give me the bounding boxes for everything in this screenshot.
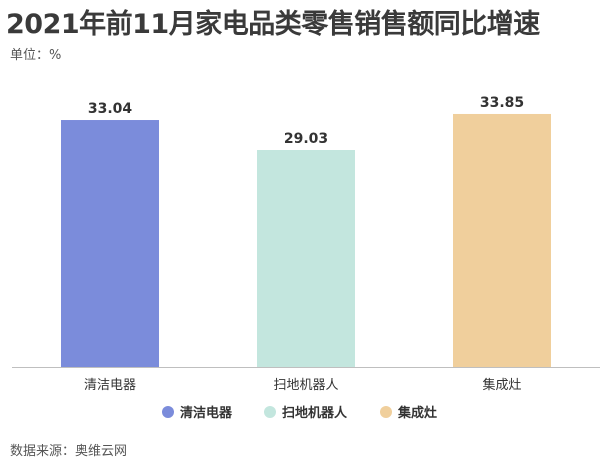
legend-label-2: 扫地机器人 xyxy=(282,405,348,421)
chart-title: 2021年前11月家电品类零售销售额同比增速 xyxy=(6,9,540,40)
tick-label-2: 扫地机器人 xyxy=(273,378,338,393)
tick-label-1: 清洁电器 xyxy=(84,378,136,393)
bar-2 xyxy=(257,150,355,367)
legend-item-1[interactable]: 清洁电器 xyxy=(162,405,233,421)
legend-label-1: 清洁电器 xyxy=(180,405,233,421)
tick-label-3: 集成灶 xyxy=(482,377,521,393)
value-label-3: 33.85 xyxy=(480,95,524,111)
unit-label: 单位：% xyxy=(10,48,62,63)
value-label-2: 29.03 xyxy=(284,131,328,147)
legend-item-3[interactable]: 集成灶 xyxy=(380,405,437,421)
legend-swatch-1 xyxy=(162,406,174,418)
legend-item-2[interactable]: 扫地机器人 xyxy=(264,405,348,421)
tick-labels-group: 清洁电器 扫地机器人 集成灶 xyxy=(84,377,522,393)
bar-1 xyxy=(61,120,159,367)
value-label-1: 33.04 xyxy=(88,101,133,117)
legend-swatch-3 xyxy=(380,406,392,418)
legend: 清洁电器 扫地机器人 集成灶 xyxy=(162,405,437,421)
legend-swatch-2 xyxy=(264,406,276,418)
bar-3 xyxy=(453,113,551,367)
bars-group xyxy=(61,113,551,367)
source-label: 数据来源：奥维云网 xyxy=(10,444,128,459)
legend-label-3: 集成灶 xyxy=(397,405,437,421)
value-labels-group: 33.04 29.03 33.85 xyxy=(88,95,524,147)
